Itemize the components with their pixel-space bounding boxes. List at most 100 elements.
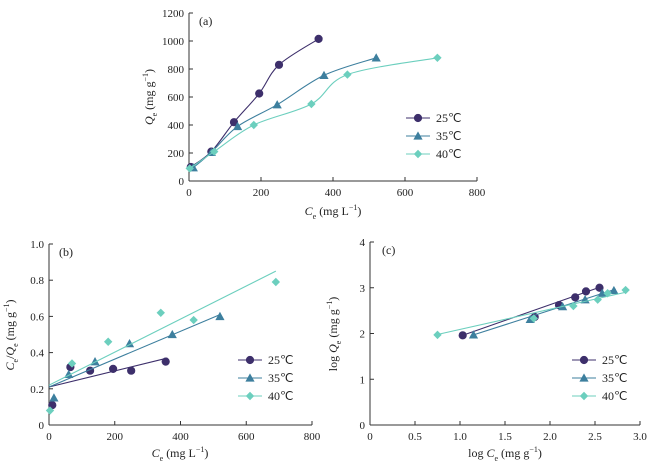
data-point-b-2 [271,277,281,287]
legend-marker-b-0 [245,355,255,365]
panel-label-a: (a) [199,14,212,28]
y-axis-title-a-symbol: Q [142,116,156,125]
data-point-b-2 [103,337,113,346]
y-axis-title-c: log Qe (mg g−1) [325,297,343,371]
data-point-a-2 [307,99,316,109]
x-axis-title-a-subscript: e [313,212,317,221]
y-axis-title-b-unit: (mg g [3,312,17,343]
x-tick-label-c: 3.0 [633,431,647,443]
y-axis-title-c-subscript: e [334,340,343,344]
x-axis-title-b-superscript: −1 [196,445,205,454]
y-axis-title-a-subscript: e [150,112,159,116]
data-point-a-2 [249,120,258,130]
y-axis-title-b: Ce/Qe (mg g−1) [2,299,20,370]
legend-marker-b-2 [245,391,255,401]
y-tick-label-b: 0.8 [30,275,44,287]
data-point-c-1 [468,330,479,339]
y-axis-title-b-subscript: e [11,358,20,362]
y-tick-label-c: 4 [360,237,366,249]
y-axis-title-c-prefix: log [326,353,340,371]
y-axis-title-a: Qe (mg g−1) [141,69,159,125]
legend-marker-a-2 [413,149,423,159]
y-tick-label-b: 0.4 [30,348,44,360]
legend-label-c-1: 35℃ [602,371,627,385]
fit-line-b-1 [48,314,221,388]
y-axis-title-a-unit: (mg g [142,81,156,112]
x-axis-title-a: Ce (mg L−1) [305,203,362,221]
data-point-a-0 [255,89,264,98]
data-point-c-1 [609,285,619,295]
x-axis-title-a-unit: (mg L [316,204,349,218]
x-axis-title-a-superscript: −1 [349,203,358,212]
x-tick-label-c: 1.5 [498,431,512,443]
panel-label-b: (b) [59,245,73,259]
y-tick-label-c: 0 [360,420,366,432]
y-axis-title-c-symbol: Q [326,344,340,353]
data-point-a-1 [319,70,329,79]
data-point-b-1 [215,311,225,321]
x-tick-label-b: 400 [172,431,189,443]
x-tick-label-a: 600 [397,187,414,199]
x-axis-title-b-unit: (mg L [163,446,196,460]
x-axis-title-b-close: ) [204,446,208,460]
legend-label-c-2: 40℃ [602,389,627,403]
data-point-b-0 [161,357,170,366]
x-tick-label-b: 0 [46,431,52,443]
y-axis-title-b-superscript: −1 [2,303,11,312]
legend-marker-a-1 [413,131,423,140]
y-tick-label-a: 1000 [162,36,185,48]
series-b-1 [48,311,225,402]
legend-label-b-0: 25℃ [268,353,293,367]
data-point-b-2 [156,308,165,317]
x-tick-label-c: 0 [367,431,373,443]
data-point-a-2 [343,70,352,79]
series-c-0 [458,283,604,340]
data-point-a-1 [233,121,243,131]
legend-marker-b-1 [245,373,255,382]
data-point-c-0 [571,293,580,302]
x-tick-label-b: 200 [107,431,124,443]
x-tick-label-a: 800 [469,187,486,199]
legend-marker-c-1 [579,373,589,382]
x-axis-title-b-symbol: C [152,446,161,460]
y-axis-title-b-close: ) [3,299,17,303]
y-axis-title-b-symbol2: Q [3,347,17,356]
y-tick-label-c: 1 [360,374,366,386]
x-axis-title-c-symbol: C [486,446,495,460]
data-point-b-1 [167,329,177,339]
data-point-b-1 [49,393,59,402]
y-tick-label-b: 1.0 [30,239,44,251]
legend-marker-c-0 [579,355,589,365]
data-point-c-2 [603,289,612,298]
data-point-a-0 [314,34,323,44]
y-axis-title-b-subscript2: e [11,343,20,347]
x-tick-label-a: 400 [325,187,342,199]
series-a-1 [188,53,381,172]
data-point-a-2 [433,53,442,62]
y-tick-label-a: 400 [168,120,185,132]
series-c-1 [468,285,619,339]
panel-label-c: (c) [382,243,395,257]
series-b-0 [48,357,170,410]
data-point-b-0 [109,364,118,373]
data-point-b-2 [189,315,198,325]
x-axis-title-c: log Ce (mg g−1) [468,445,542,463]
series-c-2 [433,285,630,340]
legend-label-a-0: 25℃ [436,111,461,125]
data-point-c-0 [458,331,467,340]
fit-line-c-1 [470,288,616,337]
legend-marker-c-2 [579,391,589,401]
x-axis-title-a-symbol: C [305,204,314,218]
x-axis-title-b-subscript: e [160,454,164,463]
x-tick-label-c: 2.5 [588,431,602,443]
series-a-0 [186,34,323,172]
legend-label-a-2: 40℃ [436,147,461,161]
data-point-b-0 [127,366,136,375]
series-line-a-2 [189,57,438,169]
data-point-c-1 [597,288,607,297]
x-tick-label-c: 2.0 [543,431,557,443]
data-point-c-2 [593,295,602,304]
y-axis-title-b-slash: / [3,355,17,359]
fit-line-c-0 [459,285,603,337]
